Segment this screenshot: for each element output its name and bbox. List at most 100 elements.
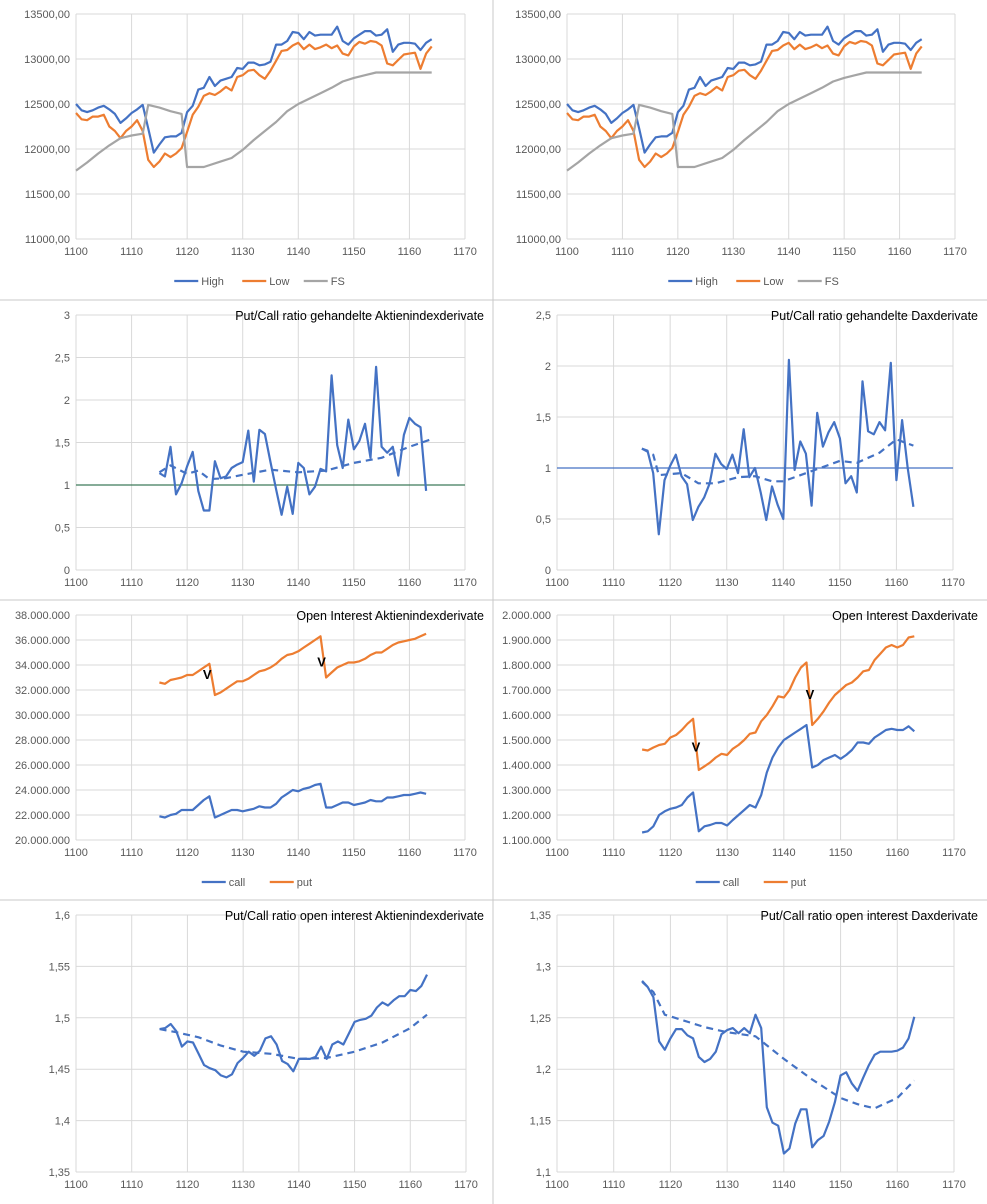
chart-title: Put/Call ratio open interest Daxderivate bbox=[761, 909, 979, 923]
x-tick-label: 1110 bbox=[602, 577, 625, 589]
y-tick-label: 13000,00 bbox=[24, 54, 70, 66]
chart-1: 11000,00 11500,00 12000,00 12500,00 13000,00… bbox=[515, 9, 967, 288]
legend: call put bbox=[695, 877, 806, 889]
series-line-put bbox=[641, 635, 915, 772]
y-tick-label: 12000,00 bbox=[515, 144, 561, 156]
legend: call put bbox=[201, 877, 312, 889]
series-line-0 bbox=[158, 365, 428, 516]
x-tick-label: 1160 bbox=[398, 246, 422, 258]
trendline-dashed bbox=[641, 980, 916, 1110]
y-tick-label: 1,4 bbox=[55, 1116, 70, 1128]
legend-item-low: Low bbox=[736, 276, 783, 288]
y-tick-label: 24.000.000 bbox=[15, 785, 70, 797]
x-tick-label: 1130 bbox=[231, 577, 255, 589]
chart-0: 11000,00 11500,00 12000,00 12500,00 13000,00… bbox=[24, 9, 477, 288]
x-tick-label: 1170 bbox=[453, 577, 477, 589]
y-tick-label: 0,5 bbox=[55, 523, 70, 535]
legend-label: Low bbox=[763, 276, 783, 288]
chart-title: Put/Call ratio gehandelte Aktienindexder… bbox=[235, 309, 484, 323]
series-line-0 bbox=[641, 358, 915, 536]
x-tick-label: 1110 bbox=[602, 847, 625, 859]
chart-title: Open Interest Aktienindexderivate bbox=[296, 609, 484, 623]
x-tick-label: 1140 bbox=[286, 847, 310, 859]
x-tick-label: 1140 bbox=[286, 246, 310, 258]
legend-item-low: Low bbox=[242, 276, 289, 288]
legend-item-fs: FS bbox=[797, 276, 839, 288]
series-line-High bbox=[566, 25, 923, 154]
series-line-Low bbox=[75, 39, 433, 169]
series-line-Low bbox=[566, 39, 923, 169]
y-tick-label: 13500,00 bbox=[515, 9, 561, 21]
y-tick-label: 26.000.000 bbox=[15, 760, 70, 772]
x-tick-label: 1110 bbox=[120, 577, 143, 589]
x-tick-label: 1130 bbox=[231, 246, 255, 258]
chart-title: Put/Call ratio open interest Aktienindex… bbox=[225, 909, 484, 923]
series-line-0 bbox=[159, 974, 428, 1079]
y-tick-label: 36.000.000 bbox=[15, 635, 70, 647]
chart-title: Open Interest Daxderivate bbox=[832, 609, 978, 623]
x-tick-label: 1150 bbox=[828, 577, 852, 589]
x-tick-label: 1160 bbox=[885, 1179, 909, 1191]
y-tick-label: 2,5 bbox=[536, 310, 551, 322]
x-tick-label: 1140 bbox=[286, 577, 310, 589]
y-tick-label: 1,5 bbox=[55, 1013, 70, 1025]
x-tick-label: 1150 bbox=[342, 246, 366, 258]
x-tick-label: 1120 bbox=[175, 847, 199, 859]
legend-item-call: call bbox=[695, 877, 740, 889]
x-tick-label: 1120 bbox=[659, 847, 683, 859]
y-tick-label: 1,45 bbox=[49, 1064, 70, 1076]
annotation-label: V bbox=[203, 667, 212, 682]
series-line-FS bbox=[75, 71, 432, 172]
y-tick-label: 20.000.000 bbox=[15, 835, 70, 847]
annotation-label: V bbox=[692, 739, 701, 754]
legend-label: FS bbox=[825, 276, 839, 288]
chart-5: 1.100.000 1.200.000 1.300.000 1.400.000 1.50… bbox=[502, 609, 978, 889]
annotation-label: V bbox=[317, 654, 326, 669]
y-tick-label: 1,5 bbox=[536, 412, 551, 424]
y-tick-label: 13500,00 bbox=[24, 9, 70, 21]
y-tick-label: 30.000.000 bbox=[15, 710, 70, 722]
x-tick-label: 1150 bbox=[829, 847, 853, 859]
y-tick-label: 0 bbox=[64, 565, 70, 577]
legend-item-fs: FS bbox=[303, 276, 345, 288]
y-tick-label: 1,6 bbox=[55, 910, 70, 922]
x-tick-label: 1150 bbox=[342, 577, 366, 589]
series-line-call bbox=[641, 723, 916, 834]
y-tick-label: 11500,00 bbox=[25, 189, 70, 201]
y-tick-label: 1,3 bbox=[536, 961, 551, 973]
y-tick-label: 1,5 bbox=[55, 438, 70, 450]
y-tick-label: 12500,00 bbox=[515, 99, 561, 111]
y-tick-label: 1.700.000 bbox=[502, 685, 551, 697]
x-tick-label: 1150 bbox=[342, 847, 366, 859]
y-tick-label: 1.500.000 bbox=[502, 735, 551, 747]
x-tick-label: 1140 bbox=[772, 847, 796, 859]
y-tick-label: 2,5 bbox=[55, 353, 70, 365]
legend-label: call bbox=[723, 877, 740, 889]
y-tick-label: 2 bbox=[64, 395, 70, 407]
chart-title: Put/Call ratio gehandelte Daxderivate bbox=[771, 309, 978, 323]
x-tick-label: 1170 bbox=[942, 1179, 966, 1191]
x-tick-label: 1100 bbox=[64, 1179, 88, 1191]
x-tick-label: 1170 bbox=[941, 577, 965, 589]
y-tick-label: 1,15 bbox=[530, 1116, 551, 1128]
x-tick-label: 1120 bbox=[175, 246, 199, 258]
x-tick-label: 1110 bbox=[120, 1179, 143, 1191]
x-tick-label: 1100 bbox=[545, 847, 569, 859]
annotation-label: V bbox=[806, 687, 815, 702]
x-tick-label: 1160 bbox=[398, 1179, 422, 1191]
legend-label: FS bbox=[331, 276, 345, 288]
x-tick-label: 1170 bbox=[453, 847, 477, 859]
x-tick-label: 1150 bbox=[832, 246, 856, 258]
x-tick-label: 1170 bbox=[453, 246, 477, 258]
x-tick-label: 1160 bbox=[398, 847, 422, 859]
legend-item-put: put bbox=[763, 877, 806, 889]
series-line-put bbox=[159, 632, 427, 697]
x-tick-label: 1100 bbox=[545, 577, 569, 589]
y-tick-label: 13000,00 bbox=[515, 54, 561, 66]
trendline-dashed bbox=[159, 1013, 428, 1061]
x-tick-label: 1110 bbox=[602, 1179, 625, 1191]
x-tick-label: 1130 bbox=[231, 847, 255, 859]
x-tick-label: 1120 bbox=[659, 1179, 683, 1191]
x-tick-label: 1100 bbox=[545, 1179, 569, 1191]
legend-label: put bbox=[297, 877, 312, 889]
